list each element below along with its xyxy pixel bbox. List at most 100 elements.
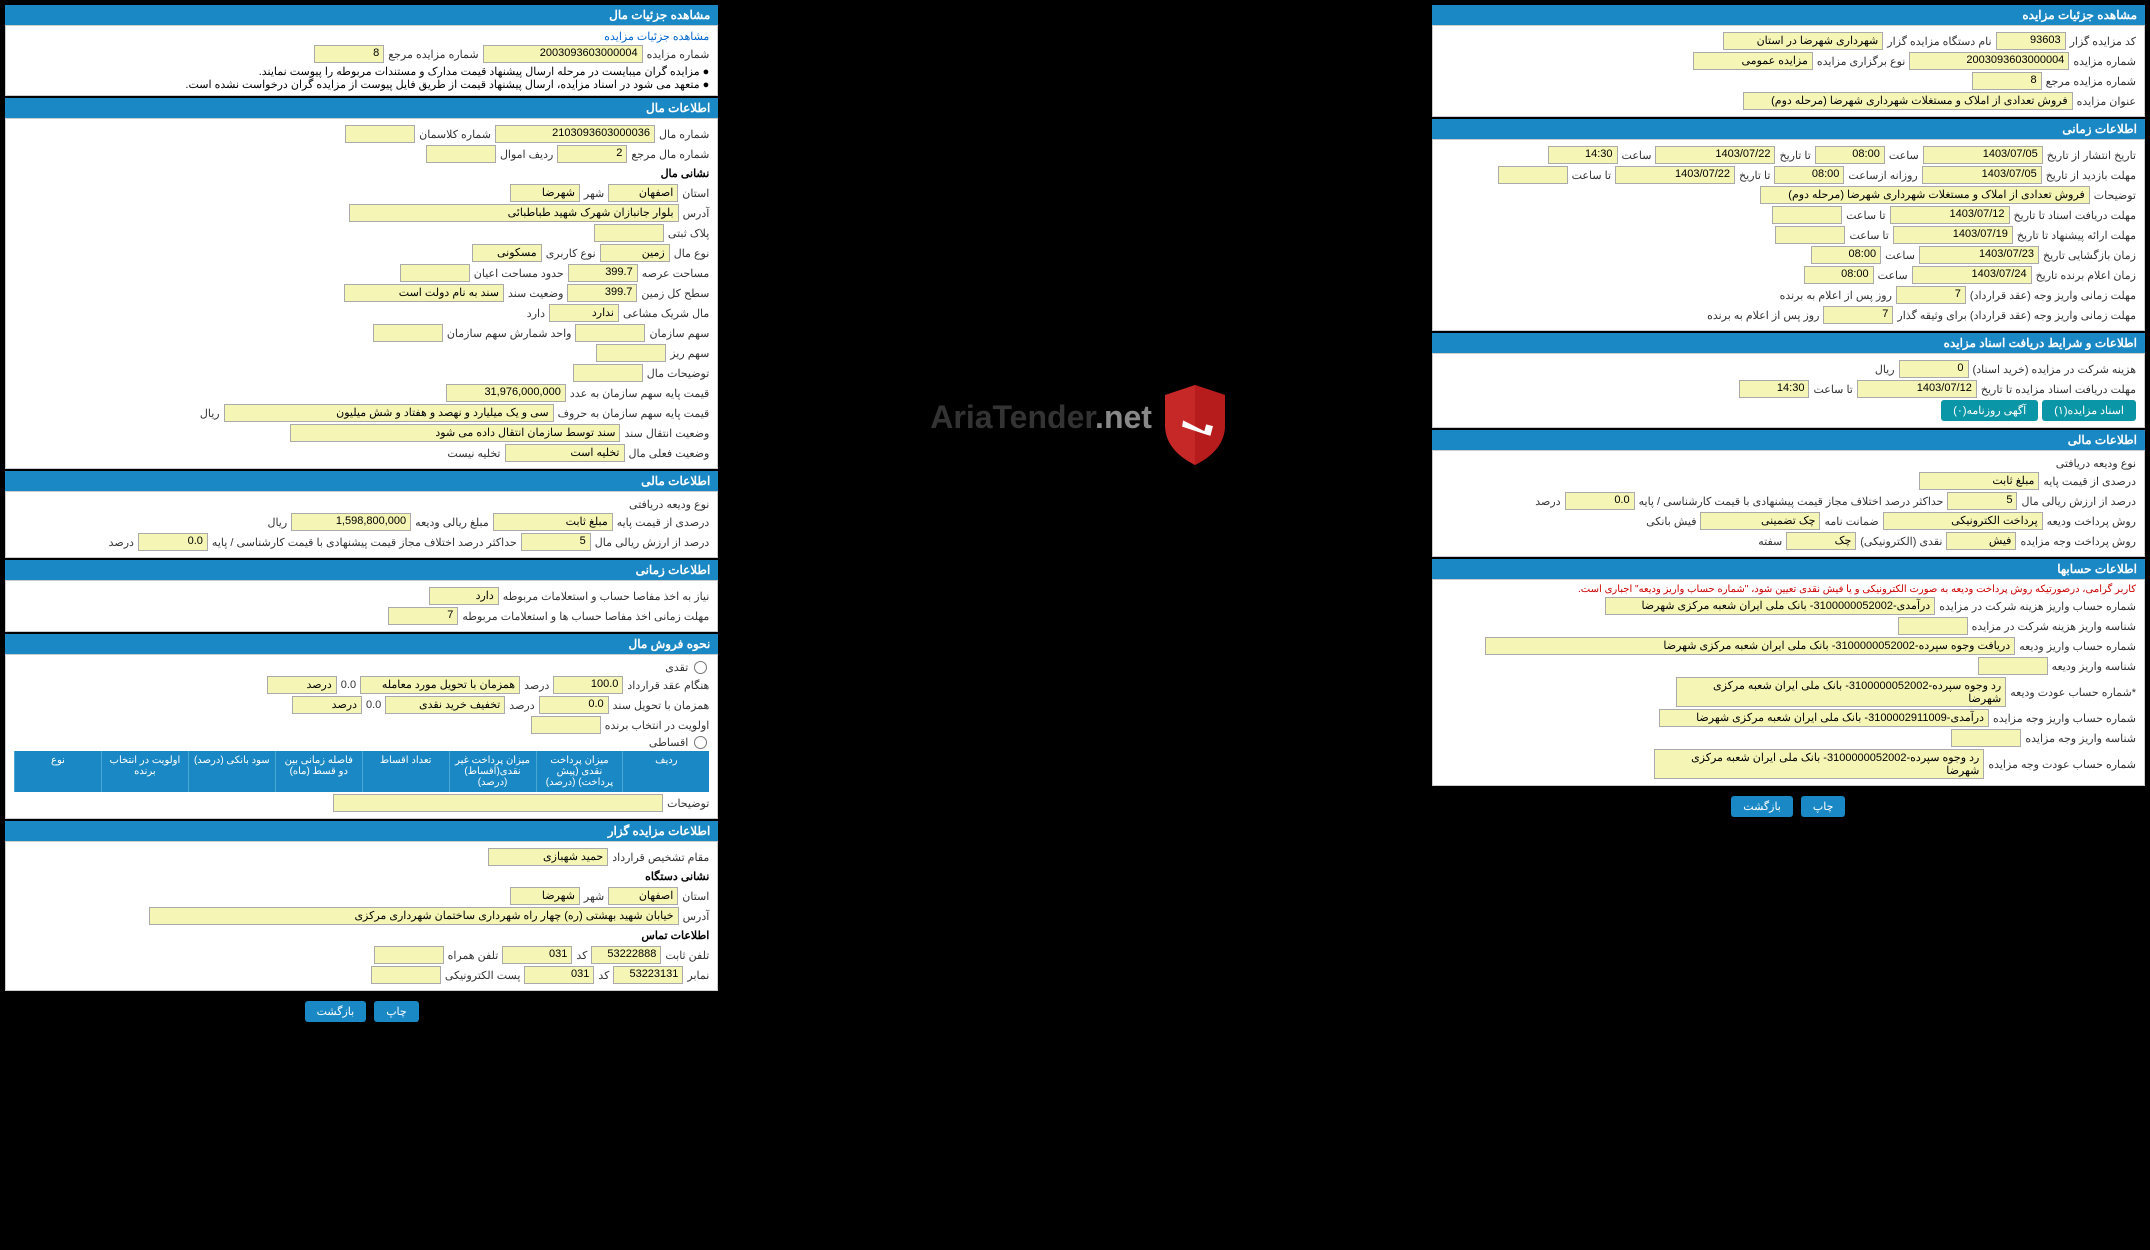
field-label: تا ساعت [1813, 383, 1852, 396]
field-label: دارد [527, 307, 545, 320]
center-spacer: AriaTender.net [723, 0, 1426, 1250]
field-label: تا تاریخ [1739, 169, 1770, 182]
field-value: 14:30 [1739, 380, 1809, 398]
form-row: اولویت در انتخاب برنده [14, 716, 709, 734]
field-value: ندارد [549, 304, 619, 322]
form-row: شناسه واریز وجه مزایده [1441, 729, 2136, 747]
field-label: نیاز به اخذ مفاصا حساب و استعلامات مربوط… [503, 590, 710, 603]
form-row: استاناصفهانشهرشهرضا [14, 887, 709, 905]
field-value [594, 224, 664, 242]
field-label: ردیف اموال [500, 148, 553, 161]
field-label: ریال [1875, 363, 1895, 376]
form-row: تلفن ثابت53222888کد031تلفن همراه [14, 946, 709, 964]
field-value: درآمدی-3100002911009- بانک ملی ایران شعب… [1659, 709, 1989, 727]
field-label: روش پرداخت وجه مزایده [2020, 535, 2136, 548]
field-value: 1403/07/23 [1919, 246, 2039, 264]
field-label: درصد از ارزش ریالی مال [2021, 495, 2136, 508]
view-link[interactable]: مشاهده جزئیات مزایده [14, 30, 709, 43]
field-value [1498, 166, 1568, 184]
field-value: رد وجوه سپرده-3100000052002- بانک ملی ای… [1654, 749, 1984, 779]
action-button[interactable]: آگهی روزنامه(۰) [1941, 400, 2038, 421]
form-row: روش پرداخت ودیعهپرداخت الکترونیکیضمانت ن… [1441, 512, 2136, 530]
section-header: اطلاعات و شرایط دریافت اسناد مزایده [1432, 333, 2145, 353]
field-value [1898, 617, 1968, 635]
field-value: 53223131 [613, 966, 683, 984]
field-label: ساعت [1885, 249, 1915, 262]
field-value: 1403/07/05 [1922, 166, 2042, 184]
field-label: مهلت بازدید از تاریخ [2046, 169, 2136, 182]
form-row: مساحت عرصه399.7حدود مساحت اعیان [14, 264, 709, 282]
section-panel: تاریخ انتشار از تاریخ1403/07/05ساعت08:00… [1432, 139, 2145, 331]
field-label: تاریخ انتشار از تاریخ [2047, 149, 2136, 162]
field-label: تلفن همراه [448, 949, 499, 962]
field-label: تلفن ثابت [665, 949, 709, 962]
field-value: 53222888 [591, 946, 661, 964]
form-row: سطح کل زمین399.7وضعیت سندسند به نام دولت… [14, 284, 709, 302]
radio-option[interactable] [694, 736, 707, 749]
field-value [400, 264, 470, 282]
field-label: شماره مزایده [647, 48, 710, 61]
print-button[interactable]: چاپ [1801, 796, 1846, 817]
field-value: 0.0 [1565, 492, 1635, 510]
field-label: نمابر [687, 969, 709, 982]
back-button[interactable]: بازگشت [305, 1001, 367, 1022]
field-label: مهلت دریافت اسناد مزایده تا تاریخ [1981, 383, 2136, 396]
field-label: فیش بانکی [1646, 515, 1696, 528]
field-label: آدرس [683, 910, 710, 923]
section-header: مشاهده جزئیات مال [5, 5, 718, 25]
action-button[interactable]: اسناد مزایده(۱) [2042, 400, 2136, 421]
field-value: 0 [1899, 360, 1969, 378]
form-row: نوع مالزمیننوع کاربریمسکونی [14, 244, 709, 262]
field-label: استان [682, 890, 709, 903]
field-value: 1403/07/05 [1923, 146, 2043, 164]
field-label: وضعیت فعلی مال [629, 447, 710, 460]
section-panel: مقام تشخیص قراردادحمید شهبازینشانی دستگا… [5, 841, 718, 991]
form-row: شماره مال2103093603000036شماره کلاسمان [14, 125, 709, 143]
field-value: پرداخت الکترونیکی [1883, 512, 2043, 530]
field-value [596, 344, 666, 362]
field-label: 0.0 [341, 679, 356, 691]
left-column: مشاهده جزئیات مال مشاهده جزئیات مزایده شما… [0, 0, 723, 1250]
section-header: اطلاعات زمانی [1432, 119, 2145, 139]
field-value: فیش [1946, 532, 2016, 550]
radio-label: اقساطی [649, 736, 688, 749]
field-label: 0.0 [366, 699, 381, 711]
field-label: شناسه واریز ودیعه [2052, 660, 2136, 673]
field-label: مساحت عرصه [642, 267, 710, 280]
form-row: آدرسبلوار جانبازان شهرک شهید طباطبائی [14, 204, 709, 222]
field-label: شماره مزایده مرجع [2046, 75, 2136, 88]
field-label: تا تاریخ [1779, 149, 1810, 162]
field-label: کد [576, 949, 587, 962]
form-row: عنوان مزایدهفروش تعدادی از املاک و مستغل… [1441, 92, 2136, 110]
field-value: 31,976,000,000 [446, 384, 566, 402]
field-value: چک [1786, 532, 1856, 550]
field-label: مهلت زمانی اخذ مفاصا حساب ها و استعلامات… [462, 610, 709, 623]
field-value: 2 [557, 145, 627, 163]
field-value: بلوار جانبازان شهرک شهید طباطبائی [349, 204, 679, 222]
field-label: مهلت زمانی واریز وجه (عقد قرارداد) برای … [1897, 309, 2136, 322]
field-label: درصد [109, 536, 134, 549]
field-label: نوع مال [674, 247, 710, 260]
field-label: شناسه واریز وجه مزایده [2025, 732, 2136, 745]
field-label: نام دستگاه مزایده گزار [1887, 35, 1991, 48]
form-row: توضیحات مال [14, 364, 709, 382]
field-label: ساعت [1878, 269, 1908, 282]
field-value: 2003093603000004 [1909, 52, 2069, 70]
field-value: 1403/07/19 [1893, 226, 2013, 244]
field-label: قیمت پایه سهم سازمان به حروف [558, 407, 710, 420]
field-value: شهرضا [510, 184, 580, 202]
form-row: زمان بازگشایی تاریخ1403/07/23ساعت08:00 [1441, 246, 2136, 264]
field-label: شماره حساب واریز وجه مزایده [1993, 712, 2136, 725]
field-value: سند توسط سازمان انتقال داده می شود [290, 424, 620, 442]
section-header: مشاهده جزئیات مزایده [1432, 5, 2145, 25]
radio-option[interactable] [694, 661, 707, 674]
section-header: اطلاعات حسابها [1432, 559, 2145, 579]
logo-text: AriaTender.net [930, 399, 1152, 435]
field-label: نقدی (الکترونیکی) [1860, 535, 1942, 548]
field-value: 8 [1972, 72, 2042, 90]
print-button[interactable]: چاپ [374, 1001, 419, 1022]
section-panel: نوع ودیعه دریافتیدرصدی از قیمت پایهمبلغ … [5, 491, 718, 558]
back-button[interactable]: بازگشت [1731, 796, 1793, 817]
field-label: درصد از ارزش ریالی مال [595, 536, 710, 549]
field-value: اصفهان [608, 184, 678, 202]
